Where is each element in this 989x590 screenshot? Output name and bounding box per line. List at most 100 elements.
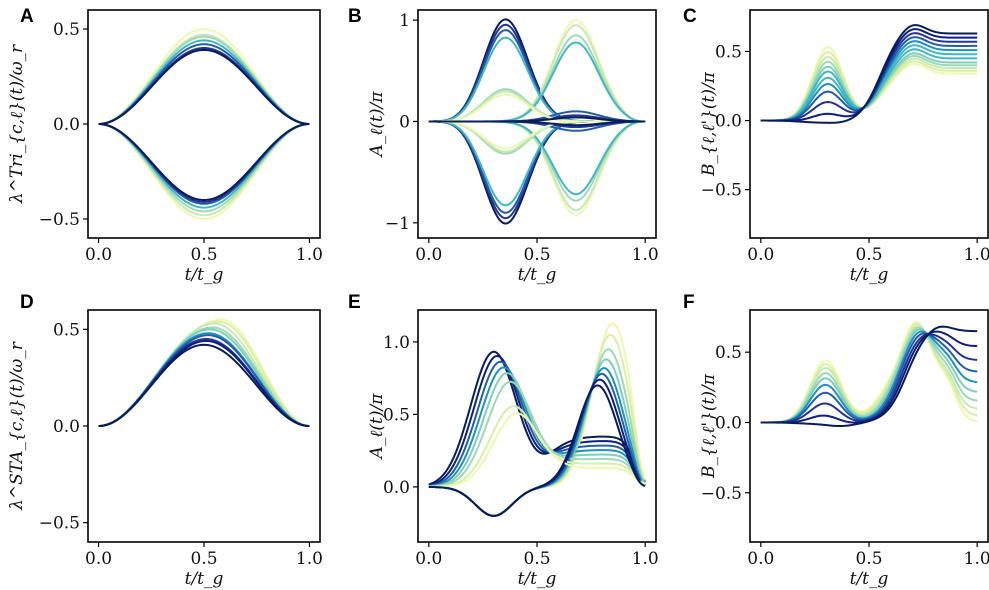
series-line-second-down-1	[428, 120, 646, 211]
series-line-second-down-6	[428, 120, 646, 127]
x-tick-label: 0.5	[855, 549, 882, 569]
x-axis-label: t/t_g	[518, 569, 557, 589]
series-group	[98, 27, 310, 221]
panel-d: 0.0 0.5 1.0−0.50.00.5t/t_gλ^STA_{c,ℓ}(t)/ω…	[7, 292, 323, 589]
y-tick-label: −0.5	[701, 181, 742, 201]
y-tick-label: 1.0	[383, 333, 410, 353]
series-line-5	[98, 332, 310, 427]
series-group	[428, 18, 646, 225]
y-tick-label: 0.5	[53, 320, 80, 340]
series-line-first-0	[428, 350, 646, 486]
panel-b: 0.0 0.5 1.0 −1 0 1 t/t_g A_ℓ(t)/π B	[348, 6, 659, 285]
series-line-11	[760, 24, 978, 124]
series-line-6	[98, 334, 310, 427]
series-line-7	[98, 337, 310, 427]
x-axis-label: t/t_g	[185, 569, 224, 589]
x-tick-label: 0.5	[855, 245, 882, 265]
series-line-neg-3	[98, 123, 310, 209]
series-line-upper-2	[428, 29, 646, 123]
x-axis-label: t/t_g	[850, 569, 889, 589]
series-line-neg-5	[98, 123, 310, 203]
x-axis-label: t/t_g	[185, 265, 224, 285]
series-line-second-7	[428, 384, 646, 517]
x-tick-label: 0.0	[85, 549, 112, 569]
y-tick-label: −1	[385, 214, 410, 234]
y-tick-label: 1	[399, 11, 410, 31]
series-line-neg-2	[98, 123, 310, 213]
x-tick-label: 1.0	[964, 245, 989, 265]
series-line-second-down-0	[428, 120, 646, 216]
y-tick-label: 0.5	[53, 20, 80, 40]
y-axis-label: λ^Tri_{c,ℓ}(t)/ω_r	[7, 44, 27, 204]
panel-e: 0.0 0.5 1.0 0.0 0.5 1.0 t/t_g A_ℓ(t)/π E	[348, 292, 659, 589]
panel-label: E	[348, 292, 361, 313]
y-tick-label: 0.0	[383, 478, 410, 498]
x-tick-label: 0.0	[415, 245, 442, 265]
series-line-lower-0	[428, 120, 646, 225]
series-line-lower-6	[428, 120, 646, 150]
y-tick-label: −0.5	[701, 484, 742, 504]
series-group	[98, 318, 310, 427]
y-axis-label: B_{ℓ,ℓ'}(t)/π	[699, 373, 719, 479]
x-tick-label: 0.5	[523, 549, 550, 569]
y-axis-label: A_ℓ(t)/π	[367, 91, 387, 159]
series-line-lower-2	[428, 120, 646, 214]
y-tick-label: 0.0	[715, 112, 742, 132]
series-line-first-7	[428, 412, 646, 488]
panel-label: F	[683, 292, 695, 313]
x-tick-label: 0.0	[747, 245, 774, 265]
y-tick-label: 0.5	[715, 343, 742, 363]
y-tick-label: 0	[399, 112, 410, 132]
series-group	[428, 322, 647, 517]
y-tick-label: −0.5	[39, 210, 80, 230]
x-tick-label: 1.0	[632, 549, 659, 569]
plot-frame	[749, 9, 989, 239]
series-line-neg-4	[98, 123, 310, 205]
series-line-upper-1	[428, 23, 646, 123]
series-line-first-2	[428, 360, 646, 487]
x-tick-label: 0.5	[190, 549, 217, 569]
x-tick-label: 0.0	[85, 245, 112, 265]
panel-label: B	[348, 6, 362, 27]
x-tick-label: 1.0	[296, 549, 323, 569]
x-tick-label: 0.5	[190, 245, 217, 265]
x-tick-label: 1.0	[632, 245, 659, 265]
y-tick-label: 0.0	[53, 417, 80, 437]
series-line-3	[98, 326, 310, 427]
series-line-9	[760, 325, 978, 428]
series-line-5	[760, 330, 978, 424]
x-tick-label: 1.0	[964, 549, 989, 569]
panel-label: A	[20, 6, 34, 27]
plot-frame	[749, 309, 989, 543]
panel-label: C	[683, 6, 697, 27]
series-group	[760, 320, 978, 428]
series-line-lower-1	[428, 120, 646, 220]
panel-f: 0.0 0.5 1.0−0.50.00.5t/t_gB_{ℓ,ℓ'}(t)/πF	[683, 292, 989, 589]
x-tick-label: 1.0	[296, 245, 323, 265]
series-line-3	[760, 54, 978, 122]
panel-c: 0.0 0.5 1.0−0.50.00.5t/t_gB_{ℓ,ℓ'}(t)/πC	[683, 6, 989, 285]
series-line-first-5	[428, 380, 646, 488]
series-line-pos-5	[98, 46, 310, 125]
series-line-9	[98, 343, 310, 427]
series-line-4	[760, 52, 978, 122]
y-axis-label: A_ℓ(t)/π	[367, 393, 387, 461]
series-line-pos-6	[98, 48, 310, 125]
series-line-2	[760, 55, 978, 122]
series-line-pos-3	[98, 39, 310, 125]
x-tick-label: 0.5	[523, 245, 550, 265]
series-line-0	[760, 320, 978, 424]
series-line-6	[760, 332, 978, 424]
series-line-first-4	[428, 372, 646, 488]
series-line-upper-0	[428, 18, 646, 123]
series-line-5	[760, 48, 978, 122]
y-tick-label: −0.5	[39, 514, 80, 534]
series-line-neg-6	[98, 123, 310, 202]
x-tick-label: 0.0	[415, 549, 442, 569]
series-line-second-up-0	[428, 19, 646, 123]
panel-label: D	[20, 292, 34, 313]
panel-a: 0.0 0.5 1.0−0.50.00.5t/t_gλ^Tri_{c,ℓ}(t)/ω…	[7, 6, 323, 285]
y-tick-label: 0.5	[383, 405, 410, 425]
y-tick-label: 0.0	[53, 115, 80, 135]
